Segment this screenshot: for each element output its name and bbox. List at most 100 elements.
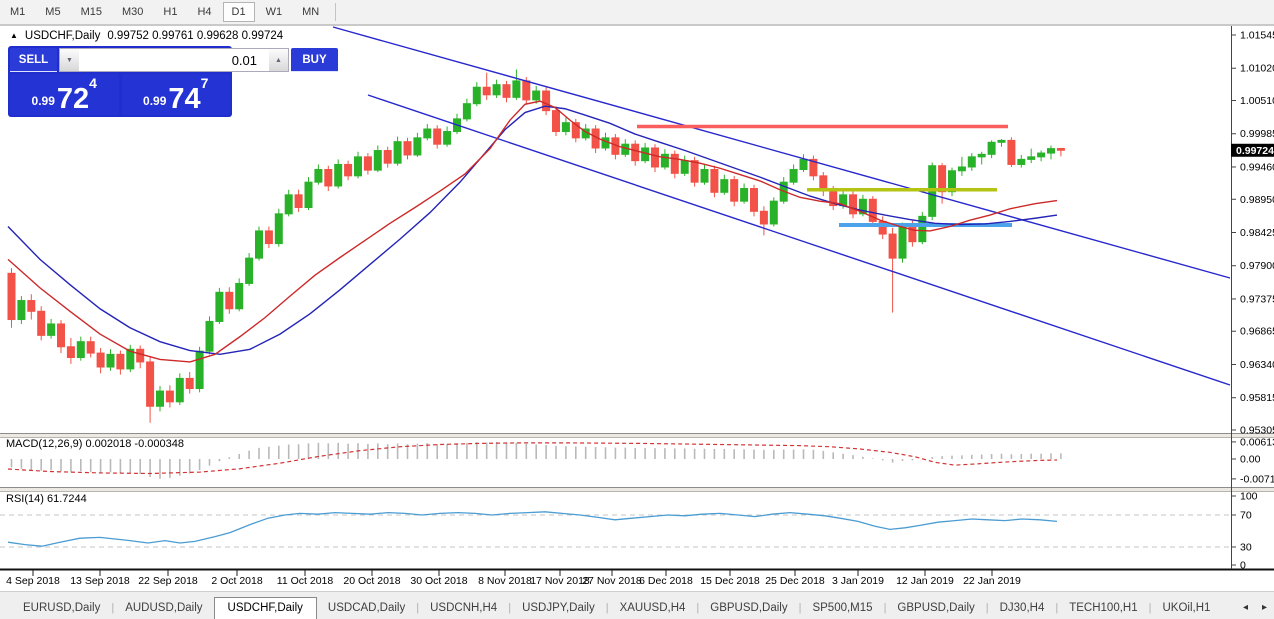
chart-tab-ukoil-h1[interactable]: UKOil,H1 [1162,602,1211,614]
timeframe-toolbar: M1 M5 M15 M30 H1 H4 D1 W1 MN [0,0,1274,25]
tab-separator: | [883,602,887,614]
svg-text:70: 70 [1240,510,1252,522]
lot-decrease-icon[interactable]: ▼ [60,49,79,71]
svg-text:1.01020: 1.01020 [1240,63,1274,75]
timeframe-button-MN[interactable]: MN [293,2,328,22]
svg-text:22 Jan 2019: 22 Jan 2019 [963,575,1021,587]
date-axis: 4 Sep 2018 13 Sep 2018 22 Sep 2018 2 Oct 20… [6,570,1021,587]
timeframe-button-M15[interactable]: M15 [72,2,111,22]
chart-tab-xauusd-h4[interactable]: XAUUSD,H4 [619,602,686,614]
candlestick-series [7,69,1065,423]
chart-objects [332,26,1231,386]
svg-text:0.98425: 0.98425 [1240,227,1274,239]
timeframe-button-M5[interactable]: M5 [36,2,69,22]
svg-text:0.95815: 0.95815 [1240,392,1274,404]
timeframe-button-H4[interactable]: H4 [188,2,220,22]
rsi-line [7,511,1058,547]
svg-text:100: 100 [1240,491,1258,503]
tab-separator: | [416,602,420,614]
macd-signal-line [7,442,1058,475]
chart-tab-usdchf-daily[interactable]: USDCHF,Daily [213,597,317,619]
svg-text:0.006137: 0.006137 [1240,436,1274,448]
ma-slow-line [7,105,1058,356]
svg-text:12 Jan 2019: 12 Jan 2019 [896,575,954,587]
tab-separator: | [985,602,989,614]
chart-tab-usdjpy-daily[interactable]: USDJPY,Daily [522,602,595,614]
tab-separator: | [1148,602,1152,614]
sell-button[interactable]: SELL [10,48,57,72]
macd-panel [7,442,1062,479]
svg-text:25 Dec 2018: 25 Dec 2018 [765,575,825,587]
svg-text:15 Dec 2018: 15 Dec 2018 [700,575,760,587]
svg-text:22 Sep 2018: 22 Sep 2018 [138,575,198,587]
channel-lower-trendline[interactable] [367,94,1231,386]
svg-text:13 Sep 2018: 13 Sep 2018 [70,575,130,587]
chart-ohlc-values: 0.99752 0.99761 0.99628 0.99724 [107,30,284,42]
rsi-panel [0,511,1230,548]
chart-tabs-bar: EURUSD,Daily | AUDUSD,Daily USDCHF,Daily USD… [0,591,1274,619]
sell-price-display[interactable]: 0.99 72 4 [10,74,119,115]
svg-text:17 Nov 2018: 17 Nov 2018 [530,575,590,587]
chart-tab-tech100-h1[interactable]: TECH100,H1 [1069,602,1138,614]
collapse-triangle-icon[interactable]: ▲ [10,30,18,40]
tab-separator: | [696,602,700,614]
svg-text:0.96865: 0.96865 [1240,326,1274,338]
ma-fast-line [7,100,1058,363]
svg-text:11 Oct 2018: 11 Oct 2018 [277,575,334,587]
timeframe-button-H1[interactable]: H1 [154,2,186,22]
tab-separator: | [508,602,512,614]
chart-tab-gbpusd-daily[interactable]: GBPUSD,Daily [897,602,975,614]
buy-price-display[interactable]: 0.99 74 7 [121,74,230,115]
svg-text:1.01545: 1.01545 [1240,30,1274,42]
svg-text:30: 30 [1240,542,1252,554]
tab-separator: | [1055,602,1059,614]
macd-label: MACD(12,26,9) 0.002018 -0.000348 [6,438,184,450]
tab-scroll-right-icon[interactable]: ▸ [1261,602,1267,613]
channel-upper-trendline[interactable] [332,26,1231,279]
svg-text:0.00: 0.00 [1240,454,1261,466]
chart-title: ▲ USDCHF,Daily 0.99752 0.99761 0.99628 0… [10,30,283,42]
svg-text:30 Oct 2018: 30 Oct 2018 [410,575,467,587]
svg-text:27 Nov 2018: 27 Nov 2018 [582,575,642,587]
toolbar-separator [335,3,337,21]
tab-scroll-left-icon[interactable]: ◂ [1242,602,1248,613]
chart-tab-dj30-h4[interactable]: DJ30,H4 [999,602,1045,614]
timeframe-button-M1[interactable]: M1 [1,2,34,22]
chart-background [0,25,1274,591]
chart-tab-usdcad-daily[interactable]: USDCAD,Daily [327,602,406,614]
svg-text:0.97375: 0.97375 [1240,293,1274,305]
svg-text:0.99985: 0.99985 [1240,128,1274,140]
timeframe-button-W1[interactable]: W1 [257,2,292,22]
svg-text:3 Jan 2019: 3 Jan 2019 [832,575,884,587]
chart-tab-usdcnh-h4[interactable]: USDCNH,H4 [430,602,498,614]
svg-text:4 Sep 2018: 4 Sep 2018 [6,575,60,587]
lot-size-control: ▼ ▲ [59,48,289,72]
rsi-label: RSI(14) 61.7244 [6,493,87,505]
svg-text:-0.007142: -0.007142 [1240,473,1274,485]
svg-text:20 Oct 2018: 20 Oct 2018 [343,575,400,587]
chart-symbol-label: USDCHF,Daily [24,30,101,42]
timeframe-button-D1[interactable]: D1 [222,2,255,22]
chart-tab-eurusd-daily[interactable]: EURUSD,Daily [23,602,101,614]
lot-size-input[interactable] [79,49,269,71]
buy-button[interactable]: BUY [291,48,338,72]
chart-tab-gbpusd-daily[interactable]: GBPUSD,Daily [710,602,788,614]
tab-separator: | [111,602,115,614]
tab-separator: | [798,602,802,614]
svg-text:8 Nov 2018: 8 Nov 2018 [478,575,532,587]
timeframe-button-M30[interactable]: M30 [113,2,152,22]
current-price-badge [1231,143,1274,157]
lot-increase-icon[interactable]: ▲ [269,49,288,71]
current-price-value: 0.99724 [1236,145,1274,157]
chart-tab-sp500-m15[interactable]: SP500,M15 [812,602,873,614]
chart-tab-audusd-daily[interactable]: AUDUSD,Daily [125,602,203,614]
moving-averages [7,100,1058,363]
